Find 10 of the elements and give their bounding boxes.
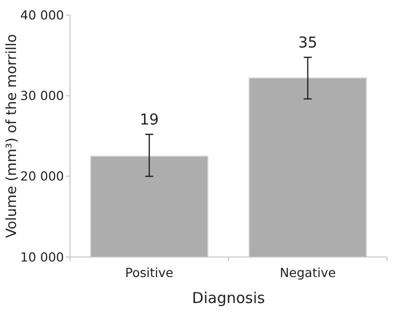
y-tick-label: 40 000 xyxy=(20,7,64,22)
y-tick-label: 30 000 xyxy=(20,88,64,104)
annotation: 19 xyxy=(140,110,159,128)
x-axis-title: Diagnosis xyxy=(192,289,266,307)
x-tick-label: Positive xyxy=(125,265,174,280)
y-axis-title: Volume (mm³) of the morrillo xyxy=(4,34,20,238)
y-tick-label: 10 000 xyxy=(20,249,64,264)
y-tick-label: 20 000 xyxy=(20,168,64,184)
annotation: 35 xyxy=(298,33,318,52)
x-tick-label: Negative xyxy=(280,265,336,280)
